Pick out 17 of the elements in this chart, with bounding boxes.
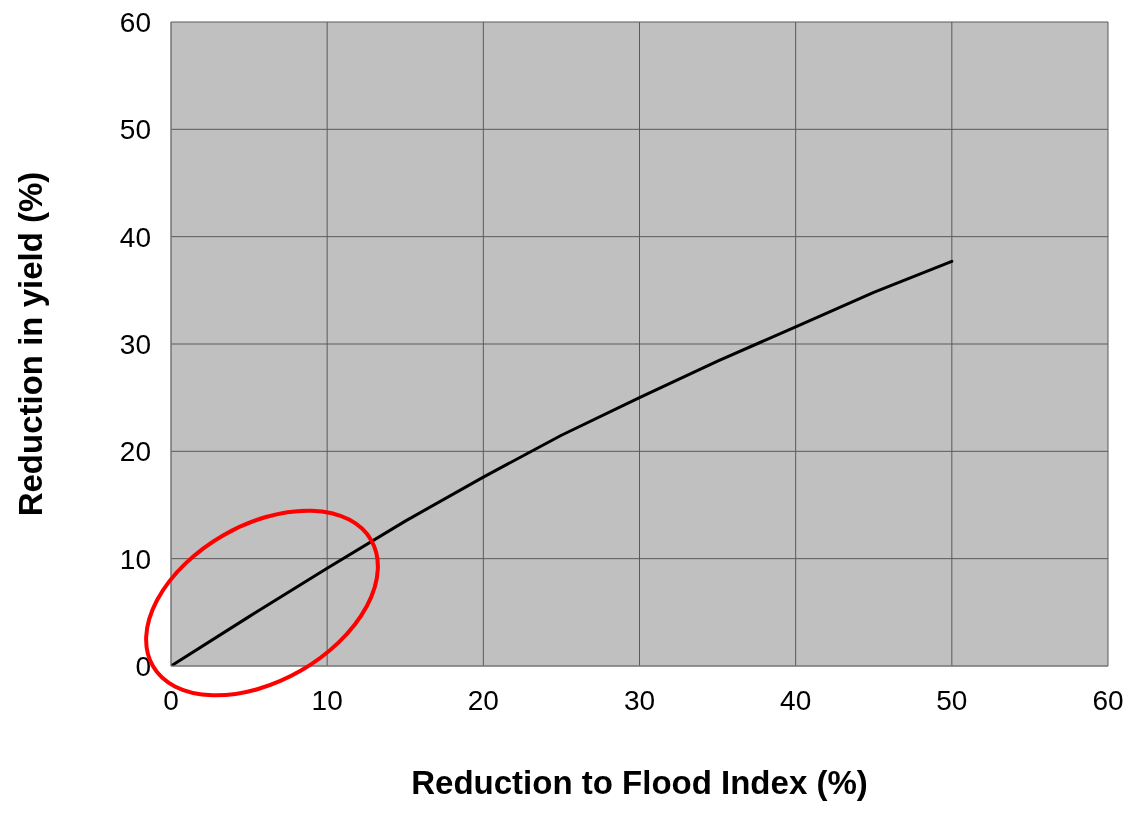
x-tick-label: 0: [163, 684, 179, 716]
y-tick-label: 10: [119, 543, 151, 575]
x-tick-label: 20: [467, 684, 499, 716]
x-tick-label: 40: [780, 684, 812, 716]
y-tick-label: 60: [119, 6, 151, 38]
y-axis-title: Reduction in yield (%): [11, 171, 49, 517]
x-axis-title: Reduction to Flood Index (%): [411, 764, 868, 801]
y-tick-label: 0: [135, 650, 151, 682]
x-tick-label: 30: [623, 684, 656, 716]
x-tick-label: 60: [1092, 684, 1124, 716]
line-series: [171, 259, 954, 666]
y-tick-label: 30: [119, 328, 151, 360]
y-tick-label: 40: [119, 221, 151, 253]
y-tick-label: 50: [119, 114, 151, 146]
y-tick-label: 20: [119, 436, 151, 468]
x-tick-label: 50: [936, 684, 968, 716]
x-tick-label: 10: [311, 684, 343, 716]
